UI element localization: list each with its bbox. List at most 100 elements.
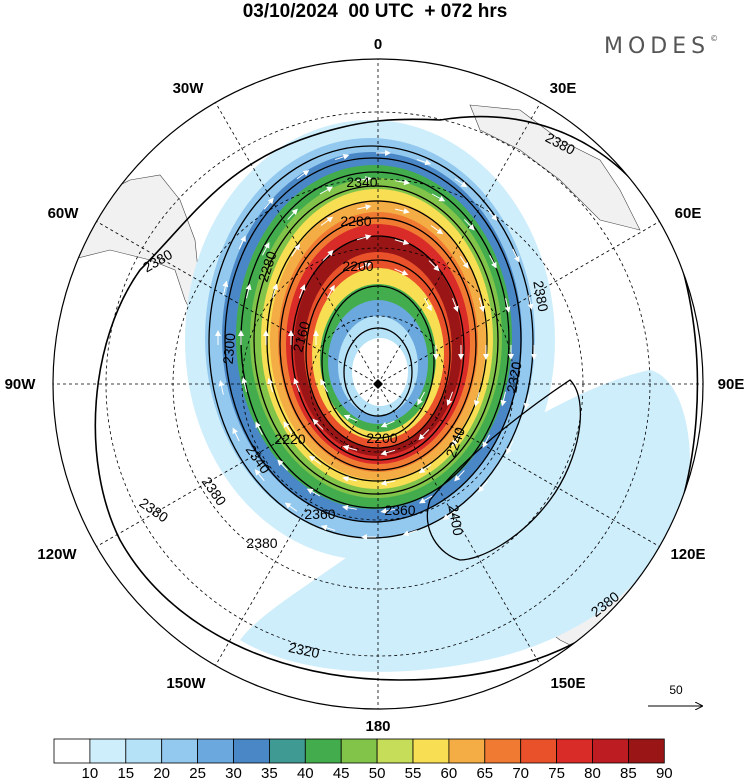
contour-label: 2320 (287, 639, 321, 661)
wind-vector (261, 241, 270, 256)
contour-2400 (426, 379, 582, 561)
wind-vector (277, 459, 288, 471)
colorbar-label: 70 (512, 765, 529, 782)
wind-vector (402, 529, 418, 537)
colorbar-swatch (412, 738, 450, 764)
lon-label-180: 180 (365, 718, 390, 735)
africa-land (469, 104, 641, 231)
wind-vector (312, 418, 324, 430)
colorbar-swatch (340, 738, 378, 764)
contour-label: 2200 (366, 430, 397, 446)
contour-label: 2300 (220, 332, 239, 365)
wind-vector (320, 216, 334, 226)
wind-vector (512, 248, 520, 263)
wind-core-calm (352, 338, 408, 406)
contour-label: 2360 (304, 506, 335, 522)
wind-vector (356, 176, 372, 183)
map-border (52, 58, 704, 710)
wind-vector (263, 197, 274, 210)
wind-vector (504, 298, 511, 313)
brand-logo: MODES© (604, 34, 719, 59)
colorbar-label: 55 (405, 765, 422, 782)
meridian-line (96, 383, 379, 547)
meridian-line (215, 102, 379, 385)
wind-vector (232, 427, 240, 442)
wind-vector (284, 502, 298, 512)
wind-vector (283, 421, 293, 434)
longitude-labels: 0 30E 60E 90E 120E 150E 180 150W 120W 90… (5, 36, 745, 735)
meridian-line (377, 383, 541, 666)
meridian-line (96, 221, 379, 385)
wind-vector (356, 204, 372, 211)
contour-label: 2280 (340, 213, 371, 229)
colorbar-swatch (125, 738, 163, 764)
wind-vector (487, 208, 498, 221)
lon-label-30e: 30E (550, 80, 577, 97)
wind-vector (454, 470, 465, 482)
lon-label-90w: 90W (5, 376, 37, 393)
meridian-line (377, 383, 660, 547)
colorbar-swatch (304, 738, 342, 764)
wind-vector (287, 208, 298, 220)
contour-2300 (253, 185, 499, 495)
colorbar-swatch (520, 738, 558, 764)
colorbar-label: 20 (153, 765, 170, 782)
wind-vector (267, 377, 274, 393)
graticule (53, 59, 703, 709)
wind-vector (306, 488, 321, 497)
contour-label: 2200 (342, 258, 373, 274)
colorbar-swatch (448, 738, 486, 764)
pole-marker (373, 379, 383, 389)
colorbar-swatch (556, 738, 593, 764)
wind-vector (320, 378, 328, 393)
wind-vector (394, 239, 410, 246)
lon-label-150e: 150E (550, 675, 585, 692)
wind-vector (418, 429, 430, 441)
contour-label: 2340 (346, 174, 377, 190)
wind-vector (291, 243, 301, 257)
contour-2280 (266, 200, 488, 482)
wind-vector (473, 392, 480, 407)
wind-vector (241, 377, 248, 392)
wind-vector (418, 464, 432, 474)
wind-vector (380, 507, 396, 514)
wind-vector (395, 179, 410, 186)
wind-vector (464, 219, 475, 231)
wind-vector (506, 440, 514, 455)
wind-vector (478, 297, 485, 313)
contour-label: 2360 (384, 502, 415, 518)
colorbar-swatch (376, 738, 414, 764)
wind-vector (342, 504, 357, 511)
wind-vector (394, 208, 410, 214)
wind-vector (428, 260, 440, 272)
wind-vector (342, 476, 358, 482)
wind-vector (459, 256, 469, 269)
wind-vector (500, 391, 507, 407)
wind-vector (380, 449, 396, 456)
map-title: 03/10/2024 00 UTC + 072 hrs (242, 1, 508, 22)
wind-vector (451, 433, 461, 447)
wind-vector (356, 234, 372, 241)
contour-label: 2380 (530, 279, 551, 313)
colorbar-swatch (592, 738, 629, 764)
colorbar-label: 50 (369, 765, 386, 782)
contour-label: 2220 (274, 431, 305, 447)
meridian-line (377, 102, 541, 385)
colorbar-label: 90 (656, 765, 673, 782)
meridian-line (377, 221, 660, 385)
wind-vector (424, 297, 432, 312)
lon-label-60w: 60W (48, 205, 80, 222)
meridian-line (215, 383, 379, 666)
contour-2340 (224, 157, 522, 523)
wind-vector (343, 414, 358, 422)
colorbar-label: 15 (117, 765, 134, 782)
wind-shading (185, 120, 690, 672)
colorbar-label: 75 (548, 765, 565, 782)
wind-vector (254, 469, 265, 482)
colorbar-swatch (53, 738, 91, 764)
wind-vector (454, 178, 468, 188)
wind-vector (478, 480, 489, 493)
contour-label: 2160 (289, 319, 313, 353)
wind-vector (293, 377, 300, 393)
